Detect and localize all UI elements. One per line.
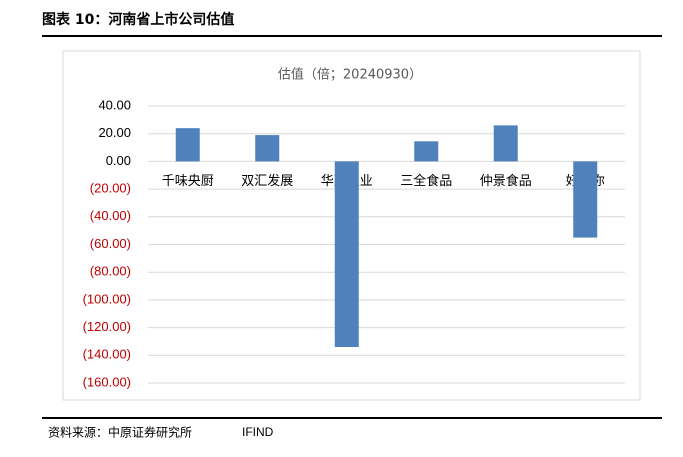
y-tick-label: (20.00) [90, 181, 131, 196]
y-tick-label: 0.00 [106, 153, 131, 168]
y-tick-label: (120.00) [83, 319, 131, 334]
chart-frame [62, 50, 641, 401]
bar [573, 161, 598, 238]
bar [414, 141, 439, 162]
bar [255, 135, 280, 162]
y-tick-label: (140.00) [83, 347, 131, 362]
provider: IFIND [242, 425, 274, 439]
x-tick-label: 仲景食品 [480, 173, 532, 189]
x-tick-label: 千味央厨 [162, 174, 214, 189]
figure-title: 图表 10：河南省上市公司估值 [42, 11, 234, 28]
y-tick-label: (160.00) [83, 374, 131, 389]
chart-title: 估值（倍；20240930） [278, 67, 422, 83]
y-tick-label: 40.00 [98, 97, 131, 112]
bar [175, 128, 200, 162]
y-tick-label: (40.00) [90, 208, 131, 223]
source: 资料来源：中原证券研究所 [48, 425, 192, 440]
y-tick-label: 20.00 [98, 125, 131, 140]
bar [493, 125, 518, 162]
y-tick-label: (80.00) [90, 264, 131, 279]
y-tick-label: (100.00) [83, 291, 131, 306]
x-tick-label: 双汇发展 [241, 173, 293, 189]
x-tick-label: 三全食品 [400, 173, 452, 189]
y-tick-label: (60.00) [90, 236, 131, 251]
bar [334, 161, 359, 347]
